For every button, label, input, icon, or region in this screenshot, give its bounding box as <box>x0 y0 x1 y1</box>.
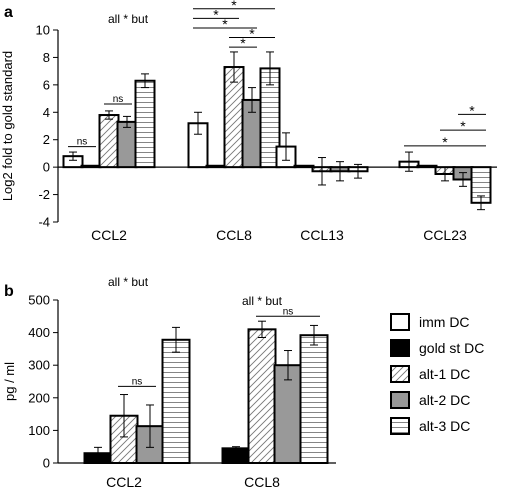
y-tick-label: 200 <box>28 390 50 405</box>
category-label: CCL8 <box>216 227 252 243</box>
legend-swatch <box>390 391 410 409</box>
y-tick-label: -4 <box>38 215 50 230</box>
y-tick-label: 100 <box>28 423 50 438</box>
panel-a-letter: a <box>4 4 13 21</box>
legend-swatch <box>390 365 410 383</box>
significance-label: * <box>442 134 448 150</box>
significance-label: * <box>231 0 237 13</box>
y-tick-label: 6 <box>43 77 50 92</box>
legend-label: imm DC <box>419 314 470 330</box>
legend-label: alt-2 DC <box>419 392 470 408</box>
significance-label: ns <box>113 94 124 105</box>
legend-label: gold st DC <box>419 340 484 356</box>
category-label: CCL2 <box>91 227 127 243</box>
category-label: CCL8 <box>244 474 280 490</box>
y-axis-label: Log2 fold to gold standard <box>0 51 15 201</box>
bar-alt-1-dc <box>98 114 120 169</box>
note-all-but: all * but <box>108 12 149 26</box>
legend-swatch <box>390 417 410 435</box>
legend: imm DC gold st DC alt-1 DC alt-2 DC alt-3 DC <box>390 313 484 435</box>
significance-label: * <box>213 6 219 22</box>
category-label: CCL13 <box>300 227 344 243</box>
panel-b-letter: b <box>4 283 14 300</box>
y-axis-label: pg / ml <box>2 362 17 401</box>
category-note: all * but <box>242 294 283 308</box>
bar-gold-st-dc <box>205 164 227 169</box>
bar-alt-3-dc <box>299 334 329 465</box>
legend-swatch <box>390 313 410 331</box>
legend-label: alt-1 DC <box>419 366 470 382</box>
y-tick-label: 300 <box>28 358 50 373</box>
legend-swatch <box>390 339 410 357</box>
y-tick-label: 2 <box>43 132 50 147</box>
y-tick-label: 4 <box>43 105 50 120</box>
bar-gold-st-dc <box>80 164 102 169</box>
chart-panel-a: -4 -2 0 2 4 6 8 10 Log2 fold to gold standard all… <box>0 0 497 243</box>
bar-alt-3-dc <box>134 79 156 169</box>
bar-gold-st-dc <box>293 164 315 169</box>
y-tick-label: 0 <box>43 456 50 471</box>
significance-label: * <box>240 35 246 51</box>
y-tick-label: 500 <box>28 293 50 308</box>
chart-panel-b: 0 100 200 300 400 500 pg / ml all * but CCL2 CCL8… <box>2 275 336 490</box>
category-label: CCL23 <box>423 227 467 243</box>
significance-label: * <box>460 118 466 134</box>
y-tick-label: 8 <box>43 50 50 65</box>
significance-label: * <box>469 102 475 118</box>
bar-gold-st-dc <box>416 164 438 169</box>
y-tick-label: 400 <box>28 325 50 340</box>
bar-alt-2-dc <box>116 120 138 169</box>
y-tick-label: -2 <box>38 187 50 202</box>
y-tick-label: 0 <box>43 160 50 175</box>
category-label: CCL2 <box>106 474 142 490</box>
bar-alt-3-dc <box>161 338 191 464</box>
significance-label: ns <box>77 137 88 148</box>
y-tick-label: 10 <box>36 23 50 38</box>
significance-label: * <box>222 16 228 32</box>
significance-label: ns <box>132 376 143 387</box>
legend-label: alt-3 DC <box>419 418 470 434</box>
note-all-but: all * but <box>108 275 149 289</box>
significance-label: * <box>249 26 255 42</box>
bar-gold-st-dc <box>221 447 251 464</box>
bar-alt-1-dc <box>247 328 277 464</box>
significance-label: ns <box>283 306 294 317</box>
